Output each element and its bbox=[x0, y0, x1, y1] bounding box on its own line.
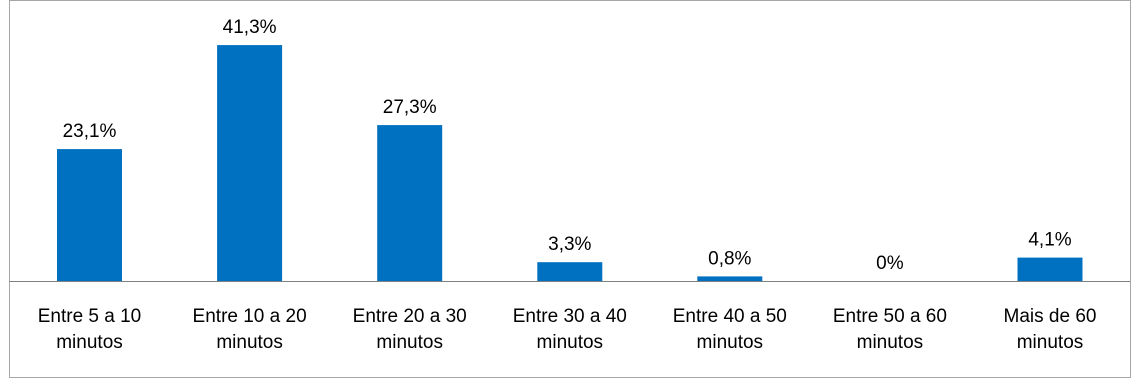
data-label: 23,1% bbox=[63, 121, 117, 142]
bar bbox=[377, 125, 443, 281]
bar bbox=[1017, 257, 1083, 281]
x-tick-label-line: minutos bbox=[376, 332, 443, 353]
x-tick-label: Entre 40 a 50 minutos bbox=[673, 306, 787, 353]
bar bbox=[57, 149, 122, 281]
x-tick-label-line: Entre 40 a 50 bbox=[673, 306, 787, 327]
x-tick-label: Entre 30 a 40 minutos bbox=[513, 306, 627, 353]
x-tick-label-line: Entre 50 a 60 bbox=[833, 306, 947, 327]
x-tick-label-line: minutos bbox=[537, 332, 604, 353]
data-labels-layer: 23,1% 41,3% 27,3% 3,3% 0,8% 0% 4,1% bbox=[63, 17, 1072, 274]
bar bbox=[217, 45, 283, 281]
data-label: 27,3% bbox=[383, 97, 437, 118]
x-tick-label-line: minutos bbox=[857, 332, 924, 353]
x-tick-label: Entre 5 a 10 minutos bbox=[38, 306, 142, 353]
x-tick-label-line: minutos bbox=[216, 332, 283, 353]
data-label: 3,3% bbox=[548, 234, 591, 255]
x-tick-label: Entre 20 a 30 minutos bbox=[353, 306, 467, 353]
x-tick-label-line: Entre 10 a 20 bbox=[193, 306, 307, 327]
x-tick-label: Entre 50 a 60 minutos bbox=[833, 306, 947, 353]
x-tick-label-line: Entre 5 a 10 bbox=[38, 306, 142, 327]
x-tick-label: Mais de 60 minutos bbox=[1004, 306, 1097, 353]
x-tick-label-line: Mais de 60 bbox=[1004, 306, 1097, 327]
x-tick-label-line: minutos bbox=[697, 332, 764, 353]
x-tick-label-line: Entre 30 a 40 bbox=[513, 306, 627, 327]
bars-layer bbox=[57, 45, 1083, 281]
bar bbox=[537, 262, 603, 281]
data-label: 0% bbox=[876, 253, 904, 274]
x-tick-label-line: minutos bbox=[1017, 332, 1084, 353]
x-tick-label: Entre 10 a 20 minutos bbox=[193, 306, 307, 353]
bar bbox=[697, 276, 763, 281]
x-tick-label-line: Entre 20 a 30 bbox=[353, 306, 467, 327]
chart-border bbox=[9, 0, 1131, 378]
data-label: 0,8% bbox=[708, 248, 751, 269]
x-tick-label-line: minutos bbox=[56, 332, 123, 353]
data-label: 41,3% bbox=[223, 17, 277, 38]
data-label: 4,1% bbox=[1028, 230, 1071, 251]
